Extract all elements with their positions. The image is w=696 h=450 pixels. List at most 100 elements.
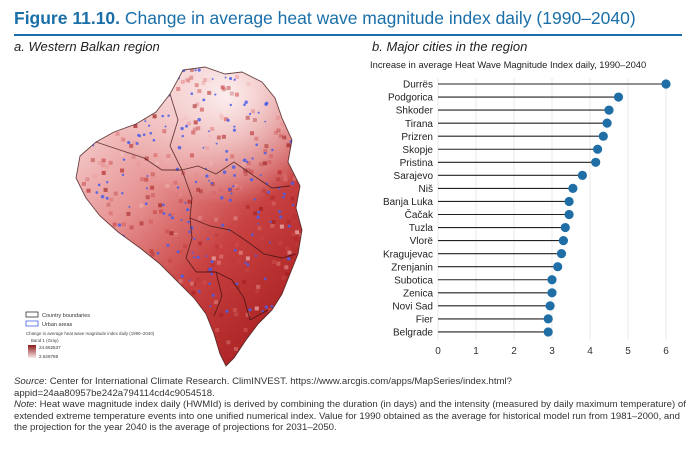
- map-pixel: [162, 129, 167, 134]
- map-pixel: [127, 101, 132, 106]
- map-pixel: [193, 177, 198, 182]
- lollipop-dot: [553, 262, 563, 272]
- map-pixel: [219, 254, 224, 259]
- urban-area-dot: [191, 251, 194, 254]
- map-pixel: [186, 121, 191, 126]
- map-pixel: [88, 238, 93, 243]
- map-pixel: [190, 281, 195, 286]
- map-pixel: [128, 207, 133, 212]
- urban-area-dot: [111, 71, 115, 75]
- map-pixel: [115, 111, 120, 116]
- urban-area-dot: [92, 302, 94, 305]
- map-pixel: [216, 135, 221, 140]
- map-pixel: [91, 68, 96, 73]
- map-pixel: [283, 177, 288, 182]
- map-pixel: [300, 352, 302, 357]
- urban-area-dot: [123, 293, 126, 296]
- map-pixel: [92, 293, 97, 298]
- map-pixel: [128, 70, 132, 75]
- map-pixel: [100, 119, 105, 124]
- map-pixel: [245, 256, 250, 261]
- map-pixel: [293, 237, 298, 242]
- map-pixel: [273, 130, 278, 135]
- map-pixel: [120, 151, 124, 156]
- map-pixel: [121, 137, 126, 142]
- map-pixel: [292, 214, 297, 219]
- map-pixel: [220, 115, 225, 120]
- map-pixel: [87, 291, 92, 296]
- map-pixel: [291, 232, 296, 237]
- map-pixel: [294, 132, 299, 137]
- map-pixel: [178, 279, 183, 284]
- map-pixel: [128, 255, 133, 260]
- map-pixel: [193, 120, 198, 125]
- map-pixel: [87, 236, 92, 241]
- map-pixel: [184, 115, 189, 120]
- map-pixel: [210, 127, 215, 131]
- map-pixel: [271, 220, 276, 224]
- urban-area-dot: [243, 103, 246, 106]
- map-pixel: [104, 164, 109, 169]
- map-pixel: [121, 318, 126, 323]
- urban-area-dot: [170, 216, 175, 220]
- map-pixel: [194, 287, 198, 292]
- urban-area-dot: [186, 311, 189, 315]
- map-pixel: [153, 323, 157, 328]
- urban-area-dot: [197, 68, 201, 72]
- map-pixel: [185, 77, 190, 82]
- map-pixel: [138, 288, 143, 293]
- map-pixel: [198, 318, 203, 323]
- map-pixel: [234, 243, 239, 247]
- urban-area-dot: [220, 196, 224, 200]
- map-pixel: [196, 187, 201, 192]
- map-pixel: [286, 325, 291, 330]
- map-pixel: [278, 241, 283, 246]
- title-rule: [14, 34, 682, 36]
- map-pixel: [165, 229, 169, 234]
- category-label: Skopje: [402, 145, 433, 156]
- map-pixel: [152, 210, 157, 215]
- map-pixel: [150, 193, 155, 198]
- map-pixel: [128, 242, 133, 247]
- map-pixel: [88, 90, 93, 95]
- urban-area-dot: [111, 122, 115, 126]
- map-pixel: [259, 162, 264, 167]
- map-pixel: [178, 199, 183, 204]
- map-pixel: [232, 308, 237, 312]
- urban-area-dot: [152, 138, 156, 142]
- urban-area-dot: [291, 203, 295, 207]
- map-pixel: [226, 86, 231, 90]
- urban-area-dot: [221, 223, 225, 227]
- map-pixel: [106, 112, 111, 117]
- map-pixel: [269, 154, 274, 159]
- map-pixel: [288, 255, 293, 260]
- map-pixel: [285, 246, 290, 251]
- map-pixel: [282, 135, 287, 140]
- map-pixel: [299, 207, 302, 212]
- map-pixel: [246, 161, 251, 166]
- map-pixel: [243, 171, 248, 176]
- map-pixel: [82, 94, 87, 99]
- map-pixel: [153, 86, 158, 91]
- urban-area-dot: [245, 160, 249, 164]
- urban-area-dot: [106, 317, 110, 321]
- urban-area-dot: [248, 112, 252, 116]
- map-pixel: [266, 330, 271, 335]
- map-pixel: [266, 201, 271, 206]
- x-tick-label: 6: [663, 346, 669, 357]
- urban-area-dot: [92, 115, 97, 120]
- urban-area-dot: [180, 274, 184, 278]
- map-pixel: [180, 79, 185, 84]
- urban-area-dot: [268, 241, 271, 244]
- map-pixel: [158, 209, 163, 214]
- chart-title: Increase in average Heat Wave Magnitude …: [370, 59, 646, 70]
- map-pixel: [294, 108, 299, 113]
- map-pixel: [115, 240, 120, 245]
- map-pixel: [218, 358, 223, 363]
- x-tick-label: 0: [435, 346, 441, 357]
- urban-area-dot: [265, 316, 270, 321]
- map-pixel: [257, 226, 262, 231]
- map-pixel: [233, 216, 238, 221]
- map-pixel: [218, 187, 223, 192]
- urban-area-dot: [264, 102, 268, 106]
